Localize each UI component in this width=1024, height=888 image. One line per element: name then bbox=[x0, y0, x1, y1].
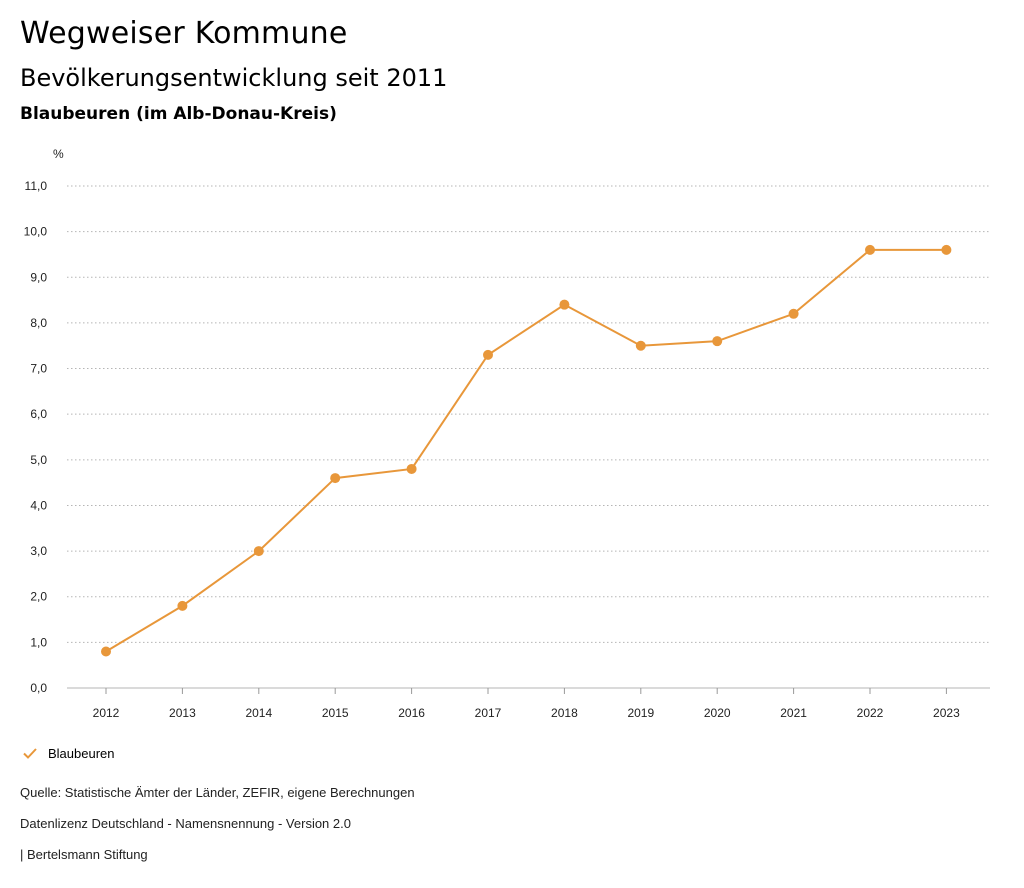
y-tick-label: 7,0 bbox=[30, 362, 47, 376]
data-point[interactable] bbox=[712, 336, 723, 347]
x-axis-ticks: 2012 2013 2014 2015 2016 2017 2018 2019 2020 2021… bbox=[93, 688, 960, 720]
y-tick-label: 10,0 bbox=[24, 225, 48, 239]
data-point[interactable] bbox=[253, 546, 264, 557]
chart-subtitle: Blaubeuren (im Alb-Donau-Kreis) bbox=[20, 104, 337, 124]
y-axis-ticks: % 0,0 1,0 2,0 3,0 4,0 5,0 6,0 7,0 8,0 9,0 10,0 11,0 bbox=[24, 147, 64, 695]
y-tick-label: 2,0 bbox=[30, 590, 47, 604]
data-point[interactable] bbox=[865, 244, 875, 255]
series-line bbox=[105, 248, 947, 653]
data-point[interactable] bbox=[559, 299, 570, 310]
x-tick-label: 2022 bbox=[857, 706, 884, 720]
x-tick-label: 2017 bbox=[475, 706, 502, 720]
y-tick-label: 0,0 bbox=[30, 681, 47, 695]
data-point[interactable] bbox=[635, 340, 646, 351]
line-chart: %0,01,02,03,04,05,06,07,08,09,010,011,0 … bbox=[24, 147, 990, 720]
data-point[interactable] bbox=[101, 646, 111, 657]
y-tick-label: 9,0 bbox=[30, 270, 47, 284]
x-tick-label: 2021 bbox=[780, 706, 807, 720]
x-tick-label: 2015 bbox=[322, 706, 349, 720]
legend-label: Blaubeuren bbox=[48, 745, 115, 761]
publisher-note: | Bertelsmann Stiftung bbox=[20, 847, 148, 862]
y-tick-label: 5,0 bbox=[30, 453, 47, 467]
data-point[interactable] bbox=[941, 244, 952, 255]
x-tick-label: 2018 bbox=[551, 706, 578, 720]
x-tick-label: 2013 bbox=[169, 706, 196, 720]
source-note: Quelle: Statistische Ämter der Länder, Z… bbox=[20, 785, 415, 800]
y-axis-unit: % bbox=[53, 147, 64, 161]
y-tick-label: 6,0 bbox=[30, 407, 47, 421]
grid-lines bbox=[67, 185, 990, 689]
chart-title: Bevölkerungsentwicklung seit 2011 bbox=[20, 64, 448, 92]
data-point[interactable] bbox=[483, 349, 493, 360]
y-tick-label: 3,0 bbox=[30, 544, 47, 558]
legend[interactable]: Blaubeuren bbox=[22, 745, 115, 761]
y-tick-label: 1,0 bbox=[30, 635, 47, 649]
x-tick-label: 2014 bbox=[245, 706, 272, 720]
x-tick-label: 2016 bbox=[398, 706, 425, 720]
x-tick-label: 2019 bbox=[627, 706, 654, 720]
license-note: Datenlizenz Deutschland - Namensnennung … bbox=[20, 816, 351, 831]
y-tick-label: 4,0 bbox=[30, 498, 47, 512]
check-icon bbox=[23, 748, 37, 759]
x-tick-label: 2020 bbox=[704, 706, 731, 720]
series-layer bbox=[101, 244, 952, 657]
data-point[interactable] bbox=[406, 463, 417, 474]
data-point[interactable] bbox=[330, 473, 341, 484]
y-tick-label: 8,0 bbox=[30, 316, 47, 330]
data-point[interactable] bbox=[177, 600, 188, 611]
data-point[interactable] bbox=[788, 308, 799, 319]
y-tick-label: 11,0 bbox=[25, 179, 48, 193]
x-tick-label: 2023 bbox=[933, 706, 960, 720]
x-tick-label: 2012 bbox=[93, 706, 120, 720]
page-title: Wegweiser Kommune bbox=[20, 16, 348, 51]
